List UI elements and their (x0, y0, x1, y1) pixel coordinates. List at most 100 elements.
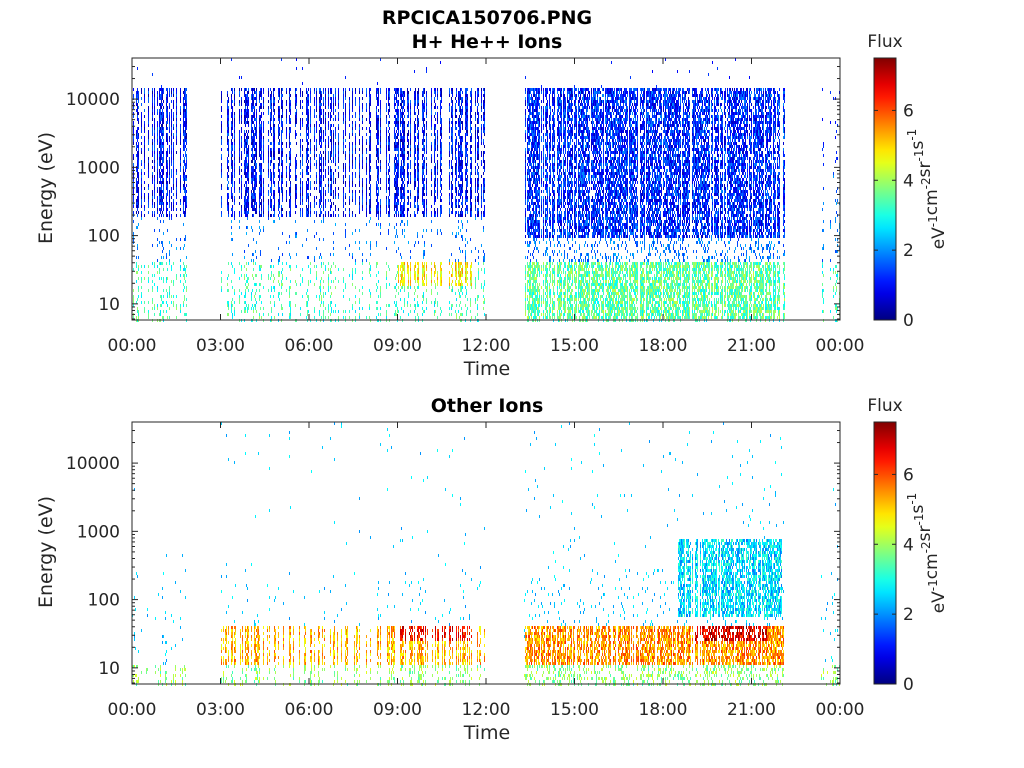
flux-pixel (370, 178, 371, 181)
flux-pixel (157, 133, 158, 136)
flux-pixel (328, 304, 329, 307)
flux-pixel (167, 292, 168, 295)
flux-pixel (274, 190, 275, 193)
flux-pixel (152, 154, 153, 157)
flux-pixel (417, 103, 418, 106)
flux-pixel (290, 160, 291, 163)
flux-pixel (310, 214, 311, 217)
flux-pixel (185, 199, 186, 202)
flux-pixel (171, 130, 172, 133)
flux-pixel (386, 283, 387, 286)
flux-pixel (251, 133, 252, 136)
flux-pixel (254, 154, 255, 157)
flux-pixel (323, 100, 324, 103)
flux-pixel (271, 175, 272, 178)
flux-pixel (278, 100, 279, 103)
flux-pixel (402, 139, 403, 142)
flux-pixel (310, 109, 311, 112)
flux-pixel (306, 112, 307, 115)
flux-pixel (418, 151, 419, 154)
flux-pixel (330, 112, 331, 115)
flux-pixel (414, 145, 415, 148)
flux-pixel (263, 97, 264, 100)
flux-pixel (253, 106, 254, 109)
flux-pixel (255, 127, 256, 130)
flux-pixel (345, 106, 346, 109)
flux-pixel (278, 163, 279, 166)
flux-pixel (414, 121, 415, 124)
flux-pixel (388, 205, 389, 208)
flux-pixel (171, 142, 172, 145)
flux-pixel (424, 148, 425, 151)
flux-pixel (263, 190, 264, 193)
flux-pixel (255, 148, 256, 151)
flux-pixel (227, 163, 228, 166)
flux-pixel (319, 112, 320, 115)
flux-pixel (319, 214, 320, 217)
flux-pixel (227, 124, 228, 127)
flux-pixel (253, 196, 254, 199)
flux-pixel (247, 214, 248, 217)
flux-pixel (376, 316, 377, 319)
flux-pixel (330, 139, 331, 142)
flux-pixel (228, 118, 229, 121)
flux-pixel (345, 232, 346, 235)
flux-pixel (333, 193, 334, 196)
flux-pixel (161, 142, 162, 145)
flux-pixel (171, 109, 172, 112)
flux-pixel (295, 100, 296, 103)
flux-pixel (333, 178, 334, 181)
flux-pixel (133, 106, 134, 109)
flux-pixel (314, 133, 315, 136)
flux-pixel (401, 286, 402, 289)
flux-pixel (286, 175, 287, 178)
flux-pixel (246, 136, 247, 139)
flux-pixel (362, 190, 363, 193)
flux-pixel (414, 136, 415, 139)
flux-pixel (239, 262, 240, 265)
flux-pixel (396, 202, 397, 205)
flux-pixel (377, 130, 378, 133)
flux-pixel (281, 184, 282, 187)
flux-pixel (380, 130, 381, 133)
flux-pixel (133, 136, 134, 139)
flux-pixel (345, 310, 346, 313)
flux-pixel (431, 88, 432, 91)
flux-pixel (319, 109, 320, 112)
flux-pixel (359, 205, 360, 208)
flux-pixel (184, 265, 185, 268)
flux-pixel (253, 94, 254, 97)
flux-pixel (316, 187, 317, 190)
flux-pixel (335, 181, 336, 184)
flux-pixel (180, 274, 181, 277)
flux-pixel (376, 307, 377, 310)
flux-pixel (316, 181, 317, 184)
flux-pixel (239, 76, 240, 79)
flux-pixel (410, 283, 411, 286)
flux-pixel (176, 118, 177, 121)
flux-pixel (369, 271, 370, 274)
flux-pixel (260, 283, 261, 286)
flux-pixel (245, 115, 246, 118)
flux-pixel (252, 169, 253, 172)
flux-pixel (183, 196, 184, 199)
flux-pixel (261, 115, 262, 118)
flux-pixel (407, 166, 408, 169)
flux-pixel (154, 103, 155, 106)
flux-pixel (290, 310, 291, 313)
flux-pixel (184, 295, 185, 298)
flux-pixel (136, 91, 137, 94)
flux-pixel (352, 154, 353, 157)
flux-pixel (137, 205, 138, 208)
flux-pixel (273, 208, 274, 211)
flux-pixel (259, 202, 260, 205)
flux-pixel (325, 97, 326, 100)
flux-pixel (316, 121, 317, 124)
flux-pixel (180, 190, 181, 193)
flux-pixel (370, 94, 371, 97)
flux-pixel (159, 271, 160, 274)
flux-pixel (404, 94, 405, 97)
flux-pixel (355, 121, 356, 124)
flux-pixel (333, 190, 334, 193)
flux-pixel (259, 115, 260, 118)
